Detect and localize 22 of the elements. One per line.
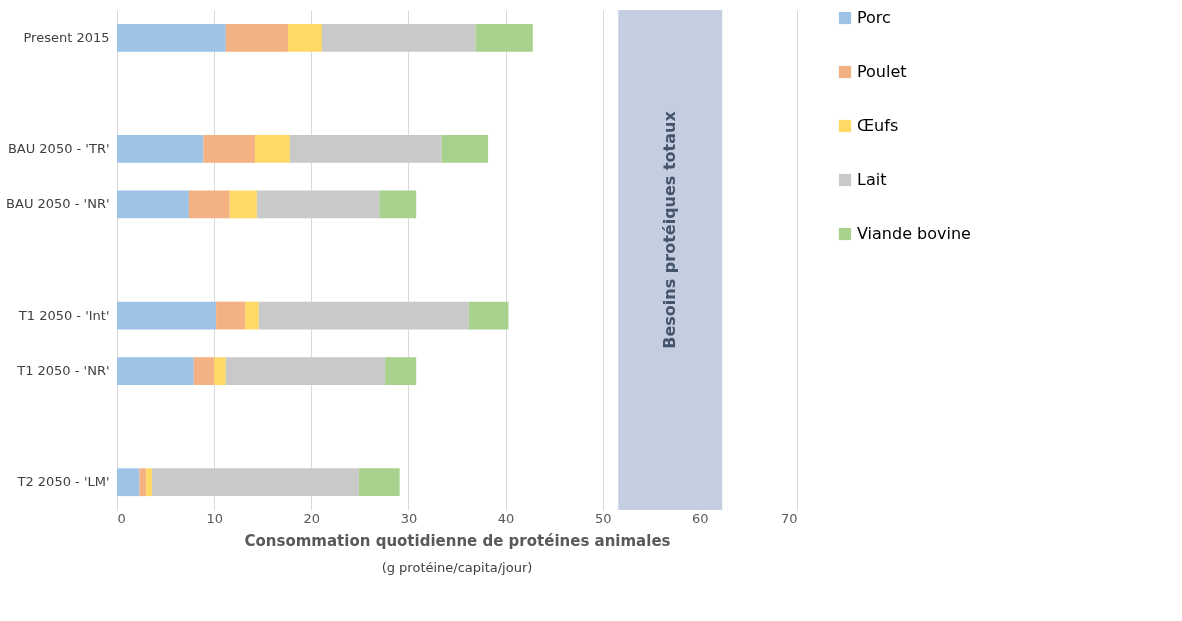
legend-label: Porc	[857, 8, 891, 27]
y-tick-label: T1 2050 - 'NR'	[16, 363, 110, 379]
legend-label: Œufs	[857, 116, 899, 135]
x-tick-label: 70	[780, 510, 798, 526]
y-tick-label: T1 2050 - 'Int'	[17, 307, 110, 323]
legend-label: Lait	[857, 170, 887, 189]
y-tick-label: T2 2050 - 'LM'	[16, 474, 110, 490]
legend-label: Poulet	[857, 62, 907, 81]
x-tick-label: 40	[497, 510, 515, 526]
legend-label: Viande bovine	[857, 224, 971, 243]
x-axis-title: Consommation quotidienne de protéines animales	[244, 531, 671, 550]
x-tick-label: 50	[594, 510, 612, 526]
band-label: Besoins protéiques totaux	[660, 110, 680, 349]
y-tick-label: Present 2015	[23, 29, 110, 45]
x-tick-label: 10	[206, 510, 223, 526]
x-tick-label: 60	[692, 510, 709, 526]
x-tick-label: 0	[117, 510, 126, 526]
text: (g protéine/capita/jour)	[381, 560, 533, 575]
y-tick-label: BAU 2050 - 'NR'	[6, 196, 110, 212]
x-tick-label: 30	[400, 510, 418, 526]
y-tick-label: BAU 2050 - 'TR'	[7, 140, 110, 156]
x-tick-label: 20	[303, 510, 321, 526]
